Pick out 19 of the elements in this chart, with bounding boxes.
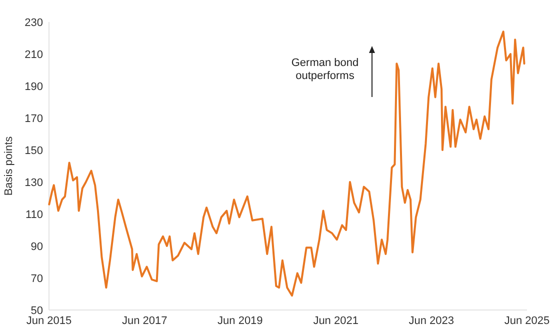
annotation: German bond outperforms xyxy=(291,57,359,82)
y-tick-label: 150 xyxy=(24,144,43,157)
y-tick-label: 170 xyxy=(24,112,43,125)
x-tick-label: Jun 2023 xyxy=(408,315,454,327)
y-tick-label: 190 xyxy=(24,80,43,93)
y-tick-label: 90 xyxy=(30,240,43,253)
y-tick-label: 50 xyxy=(30,304,43,317)
y-tick-label: 70 xyxy=(30,272,43,285)
x-tick-label: Jun 2021 xyxy=(313,315,358,327)
x-tick-label: Jun 2015 xyxy=(26,315,72,327)
y-tick-label: 110 xyxy=(25,208,43,221)
y-tick-label: 130 xyxy=(24,176,43,189)
y-tick-label: 210 xyxy=(24,48,43,61)
x-tick-label: Jun 2019 xyxy=(218,315,263,327)
x-tick-label: Jun 2025 xyxy=(504,315,550,327)
line-series xyxy=(48,30,526,297)
y-tick-label: 230 xyxy=(24,16,43,29)
x-tick-label: Jun 2017 xyxy=(122,315,168,327)
y-axis-title: Basis points xyxy=(3,136,15,196)
